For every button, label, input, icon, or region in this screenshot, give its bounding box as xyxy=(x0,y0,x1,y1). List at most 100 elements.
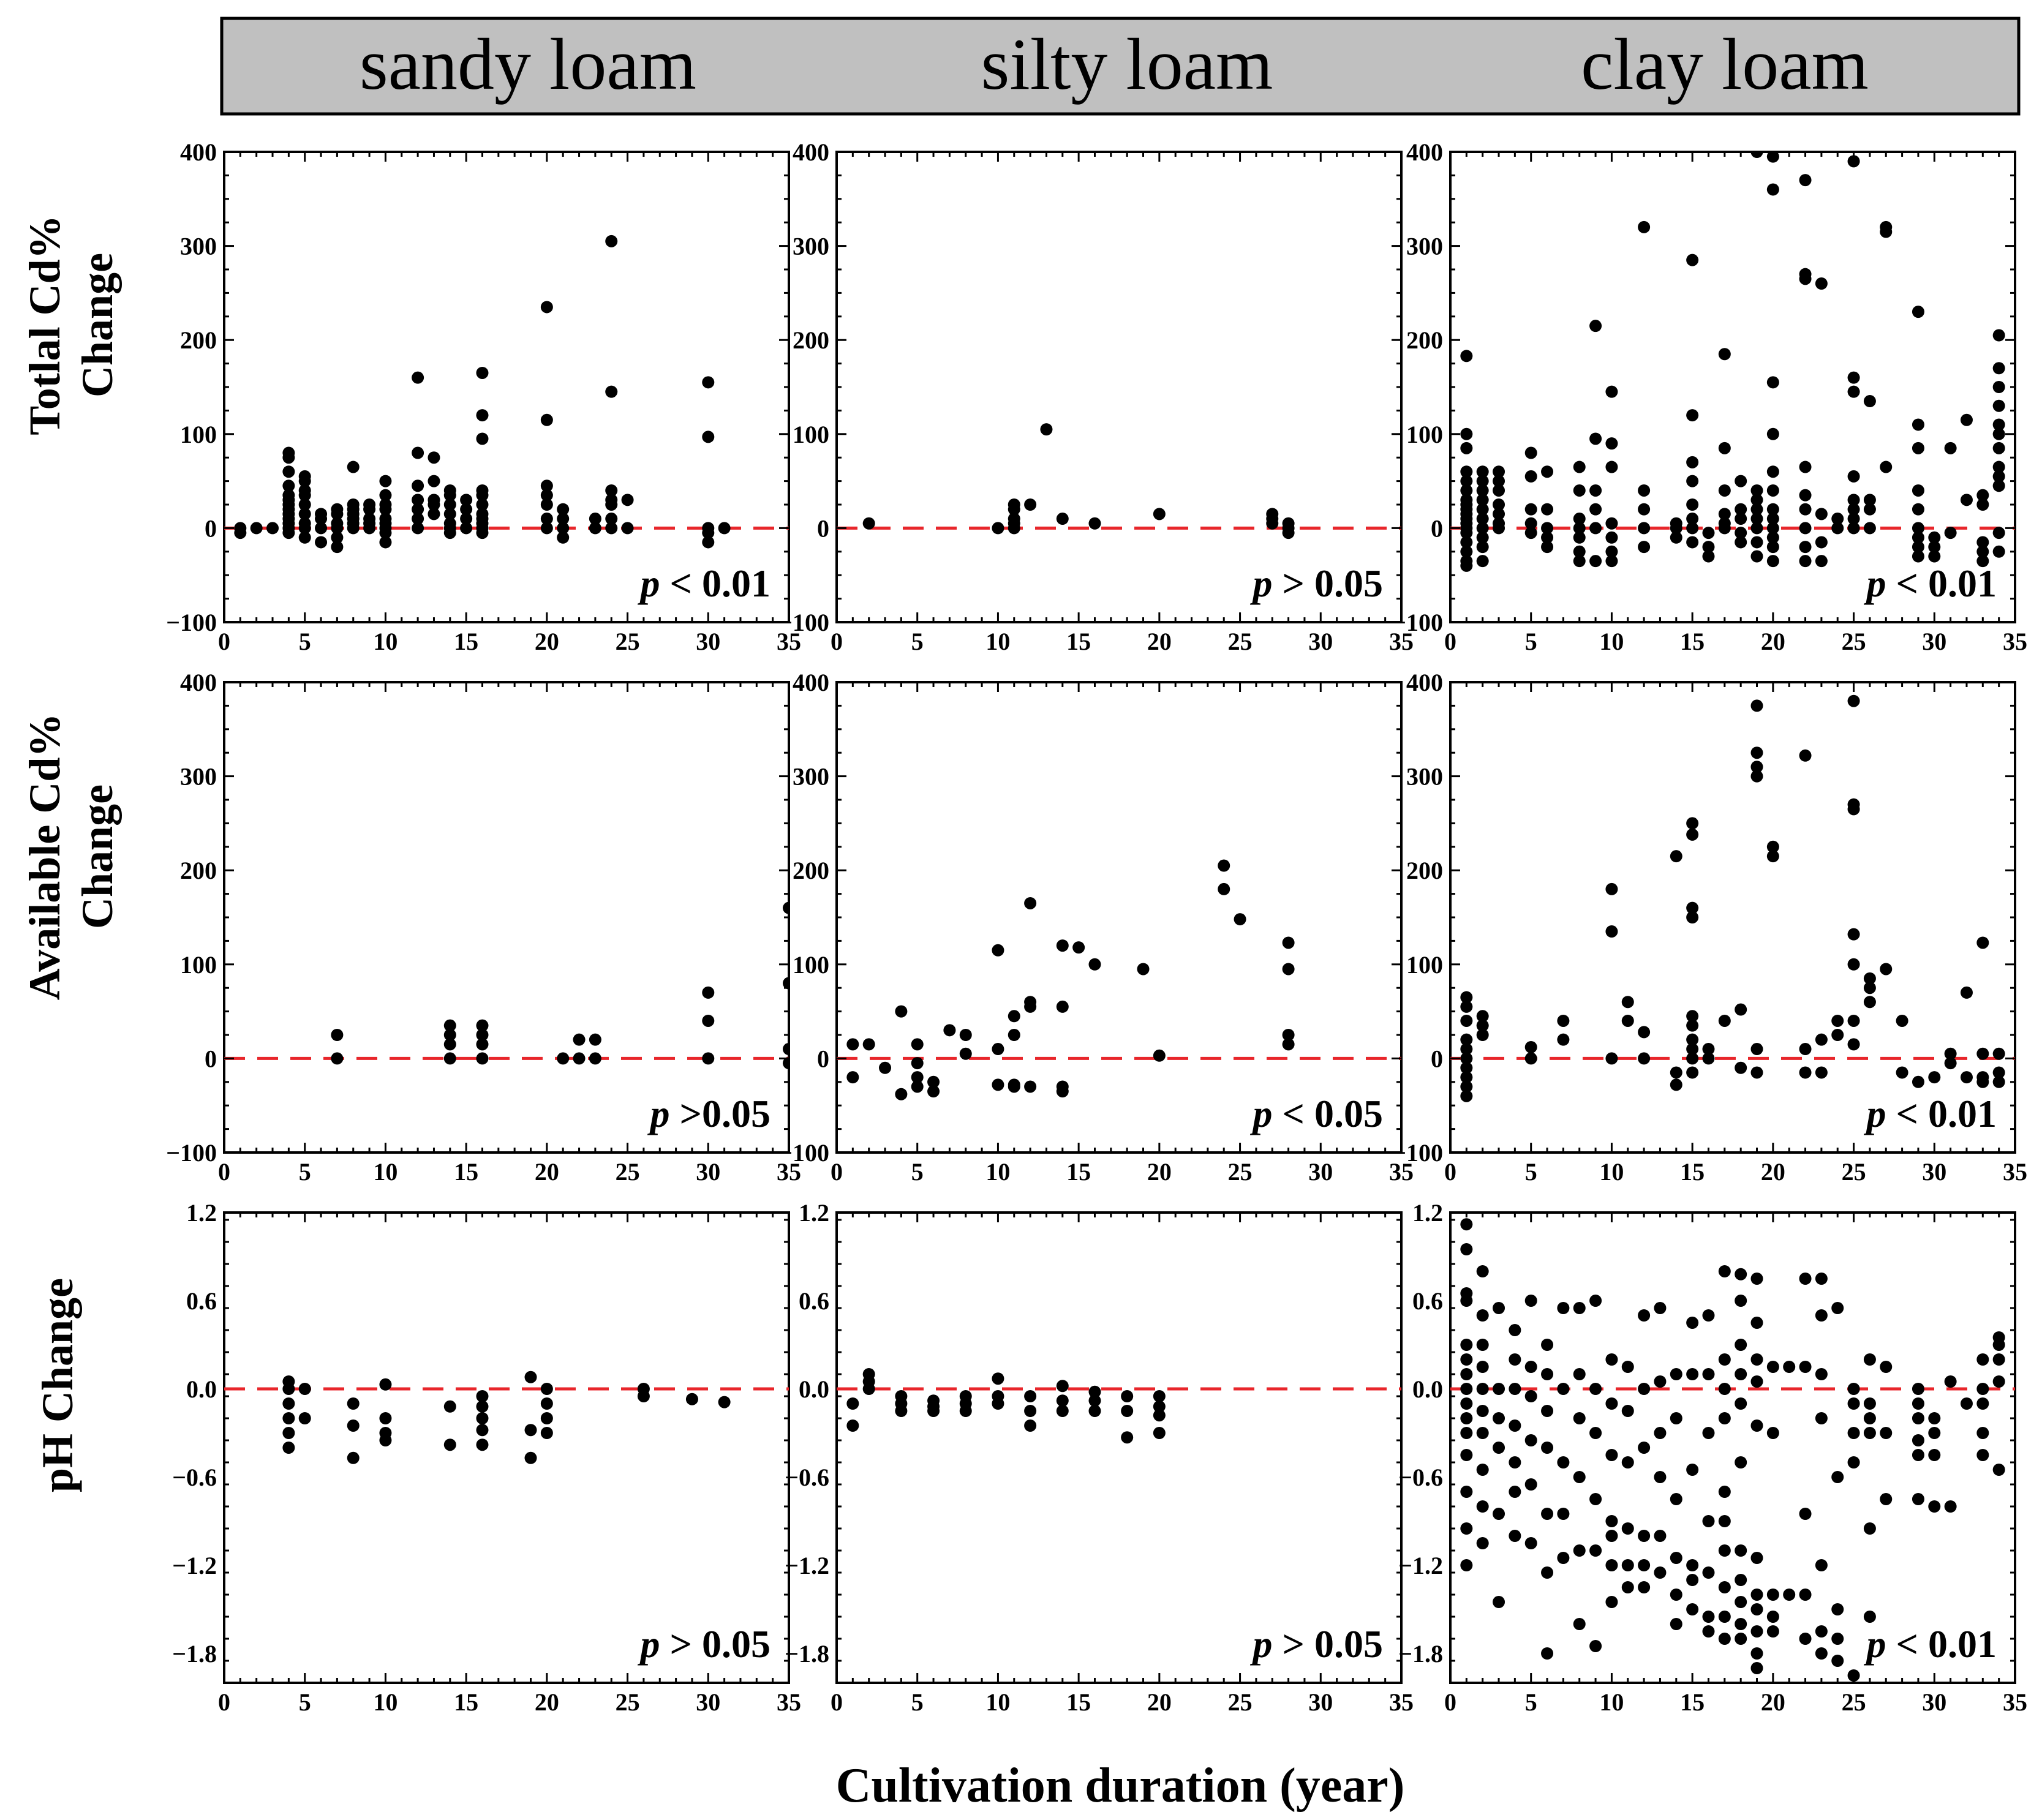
data-point xyxy=(1766,840,1779,853)
data-point xyxy=(1992,461,2005,473)
data-point xyxy=(460,513,473,525)
panel-ph-silty-loam-y-tick-label: 1.2 xyxy=(799,1199,829,1227)
data-point xyxy=(1476,465,1489,478)
data-point xyxy=(282,527,295,540)
data-point xyxy=(1863,1353,1876,1366)
data-point xyxy=(1670,531,1682,544)
data-point xyxy=(460,503,473,516)
data-point xyxy=(250,522,263,535)
data-point xyxy=(1056,1380,1069,1393)
data-point xyxy=(1638,1442,1651,1454)
panel-ph-silty-loam-x-tick-label: 10 xyxy=(985,1688,1010,1716)
data-point xyxy=(1976,1075,1989,1088)
data-point xyxy=(1702,1043,1715,1056)
data-point xyxy=(1605,555,1618,568)
data-point xyxy=(1992,1464,2005,1476)
data-point xyxy=(1896,1014,1908,1027)
panel-available-cd-silty-loam-p-value-symbol: p xyxy=(1250,1092,1273,1135)
data-point xyxy=(1573,1471,1586,1483)
data-point xyxy=(1847,1669,1860,1682)
data-point xyxy=(685,1393,698,1405)
data-point xyxy=(1605,531,1618,544)
data-point xyxy=(234,522,247,535)
data-point xyxy=(1799,555,1812,568)
panel-ph-clay-loam-x-tick-label: 5 xyxy=(1525,1688,1537,1716)
data-point xyxy=(1912,1397,1924,1410)
data-point xyxy=(1766,1361,1779,1373)
panel-ph-clay-loam-p-value-text: < 0.01 xyxy=(1886,1622,1997,1666)
panel-ph-clay-loam-p-value: p < 0.01 xyxy=(1864,1622,1997,1666)
panel-available-cd-clay-loam-p-value: p < 0.01 xyxy=(1864,1092,1997,1135)
data-point xyxy=(1863,1397,1876,1410)
panel-available-cd-sandy-loam-x-tick-label: 20 xyxy=(535,1158,559,1186)
data-point xyxy=(443,1038,456,1051)
data-point xyxy=(347,1397,360,1410)
data-point xyxy=(862,1038,875,1051)
data-point xyxy=(1750,513,1763,525)
data-point xyxy=(476,1390,489,1402)
data-point xyxy=(1557,1033,1570,1046)
panel-ph-sandy-loam-y-tick-label: 0.0 xyxy=(186,1375,217,1403)
panel-total-cd-clay-loam-x-tick-label: 0 xyxy=(1444,628,1456,655)
panel-total-cd-sandy-loam-x-tick-label: 30 xyxy=(696,628,720,655)
data-point xyxy=(1944,1057,1957,1070)
data-point xyxy=(1718,1265,1731,1277)
data-point xyxy=(1218,882,1230,895)
data-point xyxy=(1799,1589,1812,1601)
data-point xyxy=(1750,503,1763,516)
data-point xyxy=(282,451,295,464)
panel-available-cd-sandy-loam-p-value: p >0.05 xyxy=(647,1092,770,1135)
data-point xyxy=(1912,306,1924,318)
panel-total-cd-sandy-loam-y-tick-label: 300 xyxy=(180,233,217,260)
data-point xyxy=(1928,541,1941,554)
data-point xyxy=(1863,1611,1876,1623)
data-point xyxy=(428,475,440,487)
data-point xyxy=(524,1451,537,1464)
data-point xyxy=(1735,503,1747,516)
data-point xyxy=(637,1390,650,1402)
data-point xyxy=(1670,1412,1682,1424)
data-point xyxy=(718,1396,731,1408)
data-point xyxy=(911,1080,924,1093)
data-point xyxy=(1493,1383,1505,1395)
data-point xyxy=(282,465,295,478)
data-point xyxy=(1654,1566,1667,1579)
data-point xyxy=(1476,484,1489,497)
data-point xyxy=(1493,465,1505,478)
data-point xyxy=(412,479,424,492)
panel-total-cd-sandy-loam-x-tick-label: 5 xyxy=(299,628,311,655)
data-point xyxy=(1928,1071,1941,1084)
panel-ph-silty-loam-p-value-symbol: p xyxy=(1250,1622,1273,1666)
data-point xyxy=(1686,498,1699,511)
panel-total-cd-clay-loam-y-tick-label: −100 xyxy=(1392,609,1443,636)
data-point xyxy=(1718,522,1731,535)
data-point xyxy=(1702,1309,1715,1322)
data-point xyxy=(1493,508,1505,521)
panel-ph-clay-loam-x-tick-label: 10 xyxy=(1599,1688,1624,1716)
panel-total-cd-clay-loam-x-tick-label: 5 xyxy=(1525,628,1537,655)
data-point xyxy=(1476,522,1489,535)
data-point xyxy=(911,1038,924,1051)
data-point xyxy=(1460,1061,1473,1074)
data-point xyxy=(476,1038,489,1051)
data-point xyxy=(443,1029,456,1041)
data-point xyxy=(1589,432,1602,445)
data-point xyxy=(540,522,553,535)
data-point xyxy=(1766,1589,1779,1601)
panel-available-cd-sandy-loam-y-tick-label: −100 xyxy=(166,1139,217,1167)
panel-available-cd-clay-loam-x-tick-label: 5 xyxy=(1525,1158,1537,1186)
data-point xyxy=(1735,1596,1747,1608)
data-point xyxy=(1976,489,1989,502)
data-point xyxy=(331,522,344,535)
data-point xyxy=(1686,1464,1699,1476)
data-point xyxy=(1718,1353,1731,1366)
data-point xyxy=(846,1071,859,1084)
data-point xyxy=(1557,1302,1570,1314)
data-point xyxy=(846,1420,859,1432)
data-point xyxy=(1541,1339,1554,1351)
data-point xyxy=(1831,1603,1844,1615)
panel-available-cd-clay-loam-x-tick-label: 20 xyxy=(1761,1158,1785,1186)
data-point xyxy=(1605,461,1618,473)
data-point xyxy=(1524,1537,1537,1549)
